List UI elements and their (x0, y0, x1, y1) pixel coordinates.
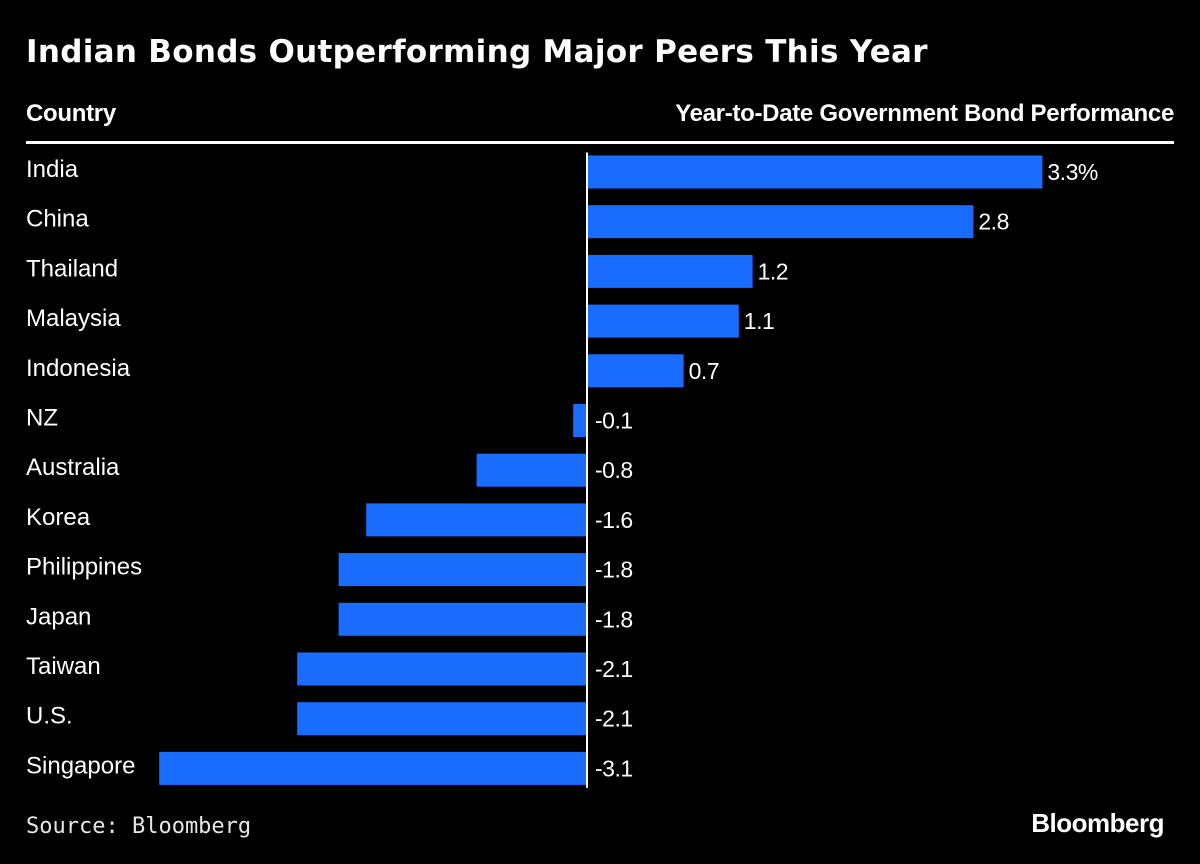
value-label: -1.6 (595, 507, 633, 533)
category-label: Philippines (26, 554, 142, 581)
value-label: -0.8 (595, 457, 633, 483)
source-note: Source: Bloomberg (26, 814, 252, 839)
bar (587, 155, 1043, 189)
value-label: -2.1 (595, 706, 633, 732)
value-label: -1.8 (595, 606, 633, 632)
bar (159, 751, 587, 785)
chart-title: Indian Bonds Outperforming Major Peers T… (26, 34, 928, 70)
category-label: Thailand (26, 255, 118, 282)
bar (587, 354, 684, 388)
bloomberg-logo: Bloomberg (1031, 808, 1164, 838)
category-header: Country (26, 100, 116, 127)
bar (587, 304, 739, 338)
value-label: -2.1 (595, 656, 633, 682)
bar (587, 254, 753, 288)
category-label: NZ (26, 405, 58, 432)
value-label: -3.1 (595, 755, 633, 781)
header-rule (26, 141, 1174, 144)
value-label: 3.3% (1047, 159, 1097, 185)
category-label: Singapore (26, 752, 135, 779)
category-label: Korea (26, 504, 91, 531)
value-label: 0.7 (689, 358, 719, 384)
value-label: 1.1 (744, 308, 774, 334)
value-label: -1.8 (595, 557, 633, 583)
value-label: 1.2 (758, 258, 788, 284)
bar (476, 453, 587, 487)
value-header: Year-to-Date Government Bond Performance (675, 100, 1174, 127)
category-label: Taiwan (26, 653, 101, 680)
value-label: 2.8 (978, 209, 1008, 235)
bar (297, 652, 587, 686)
category-label: Japan (26, 603, 91, 630)
category-label: China (26, 206, 89, 233)
bar (338, 553, 587, 587)
category-label: India (26, 156, 79, 183)
category-label: U.S. (26, 703, 73, 730)
value-label: -0.1 (595, 408, 633, 434)
bar (587, 205, 974, 239)
category-label: Australia (26, 454, 120, 481)
bar (573, 404, 587, 437)
category-label: Malaysia (26, 305, 121, 332)
category-label: Indonesia (26, 355, 131, 382)
bar (338, 602, 587, 636)
bar (366, 503, 587, 537)
bar (297, 702, 587, 736)
